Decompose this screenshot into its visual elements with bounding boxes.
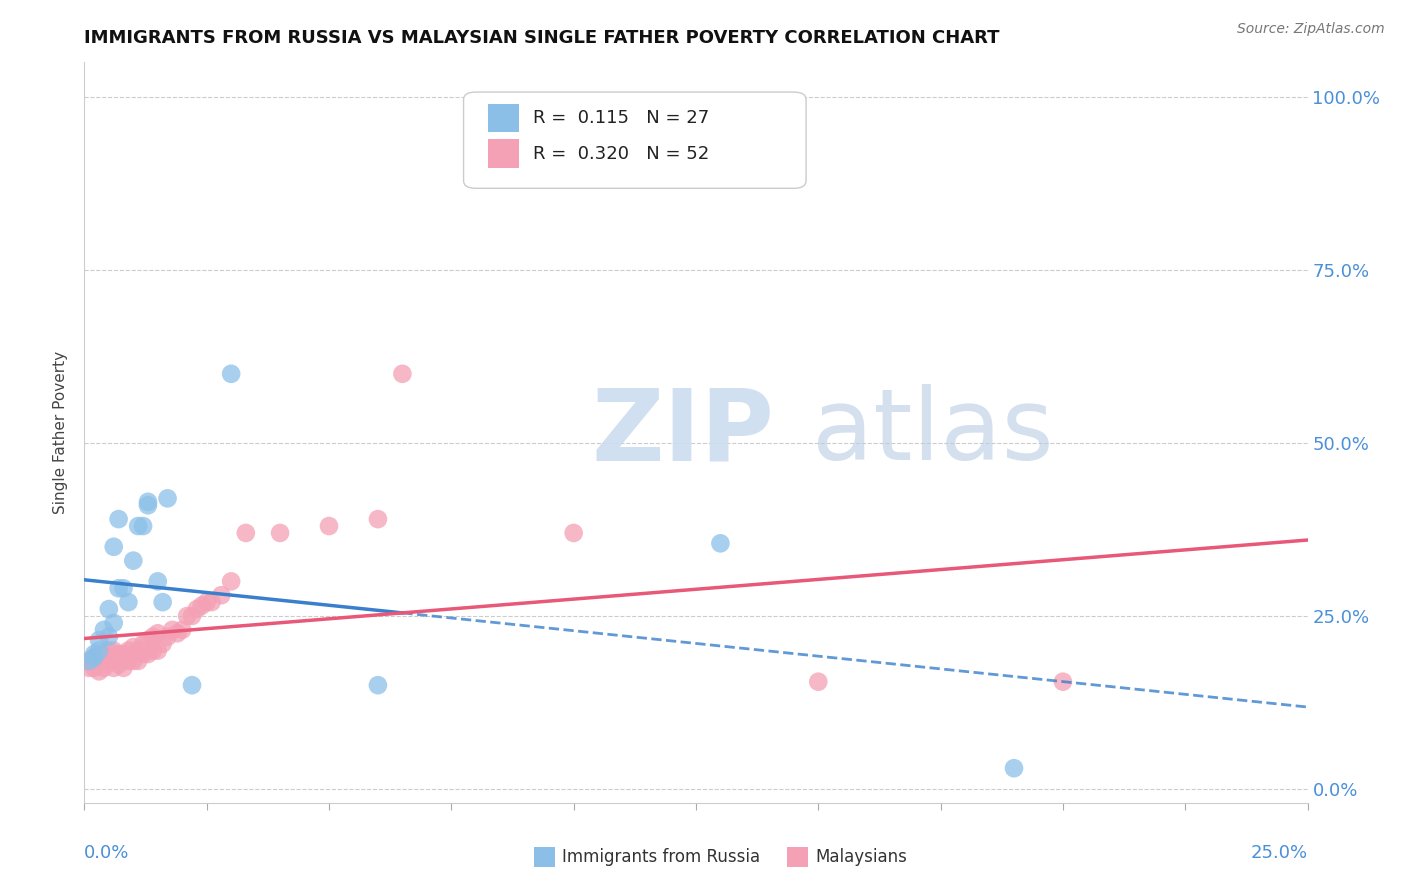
Text: R =  0.320   N = 52: R = 0.320 N = 52 [533, 145, 710, 162]
Point [709, 536, 731, 550]
Point [807, 674, 830, 689]
Text: atlas: atlas [813, 384, 1054, 481]
Point [83, 650, 105, 665]
Point [117, 654, 139, 668]
Point [132, 647, 155, 661]
Point [136, 647, 159, 661]
Point [107, 647, 129, 661]
Point [97, 643, 120, 657]
FancyBboxPatch shape [488, 103, 519, 132]
Point [367, 678, 389, 692]
Point [87, 643, 110, 657]
Text: IMMIGRANTS FROM RUSSIA VS MALAYSIAN SINGLE FATHER POVERTY CORRELATION CHART: IMMIGRANTS FROM RUSSIA VS MALAYSIAN SING… [84, 29, 1000, 47]
Point [146, 574, 169, 589]
Point [219, 367, 242, 381]
Text: Malaysians: Malaysians [815, 848, 907, 866]
Point [186, 602, 208, 616]
Point [122, 654, 145, 668]
Point [107, 512, 129, 526]
Point [107, 582, 129, 596]
Point [132, 637, 155, 651]
Point [127, 643, 149, 657]
Point [146, 643, 169, 657]
Point [97, 654, 120, 668]
Point [200, 595, 222, 609]
Point [103, 615, 125, 630]
Point [83, 650, 105, 665]
Point [83, 647, 105, 661]
Point [1002, 761, 1025, 775]
Point [219, 574, 242, 589]
Point [156, 630, 179, 644]
Point [93, 661, 115, 675]
Point [93, 647, 115, 661]
Text: Immigrants from Russia: Immigrants from Russia [562, 848, 761, 866]
Point [103, 654, 125, 668]
Text: 0.0%: 0.0% [84, 844, 129, 862]
Point [122, 640, 145, 654]
Point [562, 525, 585, 540]
Point [103, 643, 125, 657]
Point [391, 367, 413, 381]
Point [103, 540, 125, 554]
Point [195, 595, 218, 609]
Point [97, 602, 120, 616]
Point [112, 661, 135, 675]
Point [87, 665, 110, 679]
Point [152, 637, 174, 651]
Point [181, 609, 204, 624]
Point [181, 678, 204, 692]
Point [136, 495, 159, 509]
Point [127, 519, 149, 533]
Text: R =  0.115   N = 27: R = 0.115 N = 27 [533, 109, 710, 127]
Point [162, 623, 184, 637]
Point [87, 654, 110, 668]
Point [112, 647, 135, 661]
FancyBboxPatch shape [488, 139, 519, 168]
Point [235, 525, 257, 540]
Point [156, 491, 179, 506]
Text: Source: ZipAtlas.com: Source: ZipAtlas.com [1237, 22, 1385, 37]
Point [127, 654, 149, 668]
Point [93, 623, 115, 637]
Point [97, 630, 120, 644]
Text: 25.0%: 25.0% [1250, 844, 1308, 862]
Y-axis label: Single Father Poverty: Single Father Poverty [53, 351, 69, 514]
Point [132, 519, 155, 533]
Point [83, 661, 105, 675]
Point [166, 626, 188, 640]
Point [146, 626, 169, 640]
Point [77, 654, 100, 668]
Point [77, 661, 100, 675]
Point [112, 582, 135, 596]
Point [176, 609, 198, 624]
Point [152, 595, 174, 609]
Point [87, 633, 110, 648]
Point [142, 643, 165, 657]
Point [172, 623, 194, 637]
Point [117, 595, 139, 609]
Point [269, 525, 291, 540]
Text: ZIP: ZIP [592, 384, 775, 481]
Point [136, 498, 159, 512]
Point [107, 657, 129, 672]
Point [136, 633, 159, 648]
Point [117, 643, 139, 657]
Point [191, 599, 214, 613]
Point [77, 654, 100, 668]
Point [122, 554, 145, 568]
FancyBboxPatch shape [464, 92, 806, 188]
Point [1052, 674, 1074, 689]
Point [367, 512, 389, 526]
Point [209, 588, 232, 602]
Point [318, 519, 340, 533]
Point [103, 661, 125, 675]
Point [142, 630, 165, 644]
